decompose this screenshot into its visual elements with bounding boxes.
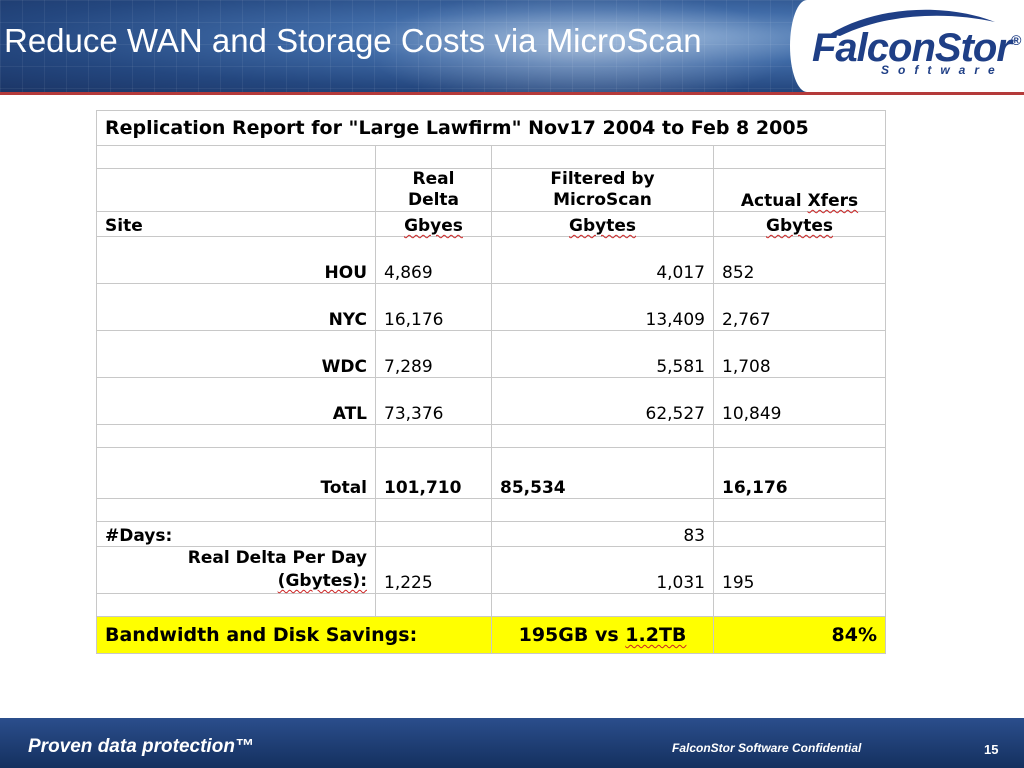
per-day-row: Real Delta Per Day (Gbytes): 1,225 1,031 … (96, 546, 886, 594)
table-cell (713, 424, 886, 448)
replication-report-table: Replication Report for "Large Lawfirm" N… (96, 110, 886, 654)
per-day-actual: 195 (713, 546, 886, 594)
table-cell (713, 521, 886, 547)
per-day-label: Real Delta Per Day (Gbytes): (96, 546, 376, 594)
header-text: Filtered by (550, 169, 655, 189)
table-cell (96, 168, 376, 212)
site-label: ATL (96, 377, 376, 425)
table-cell (491, 593, 714, 617)
filtered-value: 5,581 (491, 330, 714, 378)
total-filtered: 85,534 (491, 447, 714, 499)
savings-percent: 84% (713, 616, 886, 654)
slide-footer (0, 718, 1024, 768)
table-row (96, 593, 886, 617)
real-delta-value: 4,869 (375, 236, 492, 284)
header-unit: Gbytes (491, 211, 714, 237)
actual-value: 2,767 (713, 283, 886, 331)
slide-title: Reduce WAN and Storage Costs via MicroSc… (4, 22, 702, 59)
site-label: HOU (96, 236, 376, 284)
header-row-top: Real Delta Filtered by MicroScan Actual Xf… (96, 168, 886, 212)
table-row (96, 145, 886, 169)
per-day-real: 1,225 (375, 546, 492, 594)
table-row (96, 498, 886, 522)
header-actual-xfers: Actual Xfers (713, 168, 886, 212)
header-text: Delta (407, 190, 460, 210)
header-filtered: Filtered by MicroScan (491, 168, 714, 212)
actual-value: 852 (713, 236, 886, 284)
days-row: #Days: 83 (96, 521, 886, 547)
header-site: Site (96, 211, 376, 237)
header-unit-text: Gbytes (569, 216, 636, 236)
days-value: 83 (491, 521, 714, 547)
header-divider (0, 92, 1024, 95)
days-label: #Days: (96, 521, 376, 547)
table-cell (375, 521, 492, 547)
real-delta-value: 73,376 (375, 377, 492, 425)
table-cell (713, 498, 886, 522)
header-row-units: Site Gbyes Gbytes Gbytes (96, 211, 886, 237)
table-cell (491, 498, 714, 522)
table-row: HOU 4,869 4,017 852 (96, 236, 886, 284)
table-cell (375, 145, 492, 169)
logo-swoosh-icon (830, 9, 995, 36)
per-day-label-line: (Gbytes): (277, 571, 367, 591)
real-delta-value: 7,289 (375, 330, 492, 378)
filtered-value: 62,527 (491, 377, 714, 425)
table-cell (713, 145, 886, 169)
page-number: 15 (984, 742, 999, 757)
table-row: WDC 7,289 5,581 1,708 (96, 330, 886, 378)
table-row: ATL 73,376 62,527 10,849 (96, 377, 886, 425)
footer-confidential: FalconStor Software Confidential (672, 741, 862, 755)
total-label: Total (96, 447, 376, 499)
savings-row: Bandwidth and Disk Savings: 195GB vs 1.2… (96, 616, 886, 654)
table-cell (375, 498, 492, 522)
falconstor-logo: FalconStor® (812, 26, 1021, 71)
table-cell (713, 593, 886, 617)
per-day-filtered: 1,031 (491, 546, 714, 594)
header-text: Actual Xfers (740, 191, 859, 211)
actual-value: 1,708 (713, 330, 886, 378)
total-row: Total 101,710 85,534 16,176 (96, 447, 886, 499)
table-row: NYC 16,176 13,409 2,767 (96, 283, 886, 331)
header-unit: Gbyes (375, 211, 492, 237)
header-real-delta: Real Delta (375, 168, 492, 212)
header-text: Real (412, 169, 455, 189)
table-cell (96, 424, 376, 448)
logo-registered-mark: ® (1010, 32, 1021, 48)
header-text: Xfers (807, 191, 859, 211)
filtered-value: 13,409 (491, 283, 714, 331)
header-unit-text: Gbyes (404, 216, 463, 236)
savings-compare-unit: 1.2TB (625, 624, 687, 646)
header-light-streak (330, 0, 830, 92)
savings-compare: 195GB vs 1.2TB (491, 616, 714, 654)
table-cell (96, 145, 376, 169)
actual-value: 10,849 (713, 377, 886, 425)
filtered-value: 4,017 (491, 236, 714, 284)
table-cell (491, 145, 714, 169)
savings-label: Bandwidth and Disk Savings: (96, 616, 492, 654)
site-label: NYC (96, 283, 376, 331)
header-unit-text: Gbytes (766, 216, 833, 236)
table-cell (96, 593, 376, 617)
total-real: 101,710 (375, 447, 492, 499)
table-cell (375, 593, 492, 617)
site-label: WDC (96, 330, 376, 378)
table-cell (96, 498, 376, 522)
total-actual: 16,176 (713, 447, 886, 499)
footer-tagline: Proven data protection™ (28, 736, 254, 757)
header-text: MicroScan (553, 190, 652, 210)
real-delta-value: 16,176 (375, 283, 492, 331)
table-title: Replication Report for "Large Lawfirm" N… (96, 110, 886, 146)
table-cell (375, 424, 492, 448)
table-row (96, 424, 886, 448)
per-day-label-line: Real Delta Per Day (187, 548, 367, 568)
header-unit: Gbytes (713, 211, 886, 237)
logo-name: FalconStor (812, 26, 1012, 70)
table-title-row: Replication Report for "Large Lawfirm" N… (96, 110, 886, 146)
table-cell (491, 424, 714, 448)
logo-subtitle: Software (881, 63, 1004, 77)
savings-compare-text: 195GB vs 1.2TB (518, 624, 687, 646)
